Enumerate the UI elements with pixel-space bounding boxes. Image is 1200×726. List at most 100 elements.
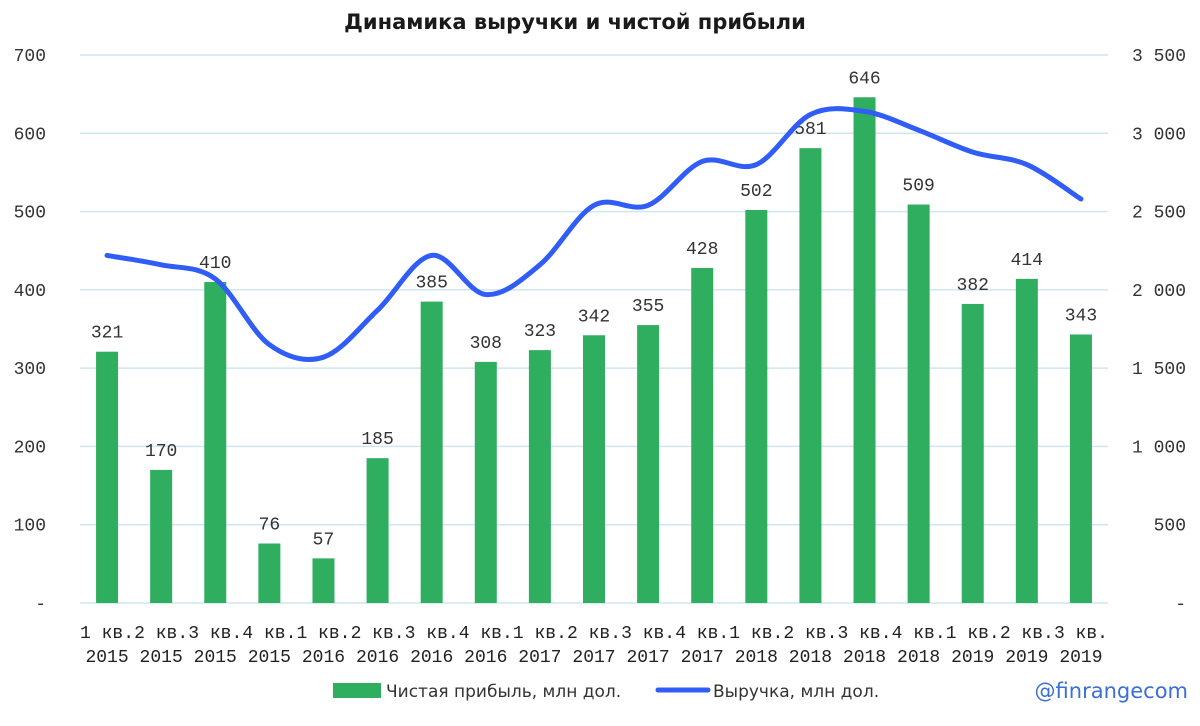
y-right-tick-label: 2 000 [1132,282,1186,302]
x-tick-label-quarter: 4 кв. [459,624,513,644]
x-tick-label-year: 2016 [464,648,507,668]
x-tick-label-year: 2017 [572,648,615,668]
y-left-tick-label: 700 [14,47,46,67]
data-label: 323 [524,322,556,342]
bar [204,282,227,603]
y-right-tick-label: 2 500 [1132,204,1186,224]
x-tick-label-year: 2015 [248,648,291,668]
x-tick-label-quarter: 3 кв. [621,624,675,644]
bar [961,303,984,603]
bar [420,301,443,603]
x-tick-label-year: 2017 [518,648,561,668]
x-tick-label-year: 2016 [356,648,399,668]
y-left-tick-label: 200 [14,438,46,458]
bar [637,325,660,603]
x-tick-label-quarter: 4 кв. [242,624,296,644]
bar [150,469,173,603]
data-label: 76 [259,516,281,536]
bar [691,267,714,603]
bar [583,335,605,603]
x-tick-label-quarter: 2 кв. [134,624,188,644]
bar [366,458,389,603]
x-tick-label-year: 2019 [1059,648,1102,668]
watermark: @finrangecom [1034,679,1188,703]
bar [745,210,768,603]
x-tick-label-quarter: 3 кв. [1054,624,1108,644]
data-label: 343 [1065,306,1097,326]
data-label: 646 [848,69,880,89]
bar [1015,278,1038,603]
x-tick-label-year: 2019 [1005,648,1048,668]
data-label: 382 [957,276,989,296]
y-right-tick-label: 1 000 [1132,438,1186,458]
x-tick-label-year: 2017 [681,648,724,668]
y-right-tick-label: 3 500 [1132,47,1186,67]
x-tick-label-year: 2018 [897,648,940,668]
data-label: 414 [1011,251,1043,271]
bar [312,558,335,603]
bar [853,97,876,603]
x-tick-label-year: 2015 [140,648,183,668]
bar [474,361,497,603]
data-label: 509 [902,177,934,197]
bar [258,543,281,603]
chart-title: Динамика выручки и чистой прибыли [344,10,806,34]
x-tick-label-quarter: 1 кв. [729,624,783,644]
x-tick-label-quarter: 4 кв. [675,624,729,644]
x-tick-label-quarter: 2 кв. [567,624,621,644]
x-tick-label-year: 2018 [789,648,832,668]
bar [96,351,119,603]
bar [799,148,822,603]
data-label: 502 [740,182,772,202]
x-tick-label-quarter: 2 кв. [351,624,405,644]
data-label: 410 [199,254,231,274]
x-tick-label-year: 2018 [735,648,778,668]
data-label: 428 [686,240,718,260]
x-tick-label-year: 2019 [951,648,994,668]
x-tick-label-quarter: 2 кв. [1000,624,1054,644]
y-left-tick-label: 400 [14,282,46,302]
y-right-tick-label: 3 000 [1132,125,1186,145]
x-tick-label-quarter: 1 кв. [946,624,1000,644]
x-tick-label-quarter: 2 кв. [783,624,837,644]
y-left-tick-label: - [35,595,46,615]
x-tick-label-year: 2016 [410,648,453,668]
data-label: 185 [361,430,393,450]
x-tick-label-year: 2018 [843,648,886,668]
legend-label-revenue: Выручка, млн дол. [713,682,879,702]
x-tick-label-year: 2017 [626,648,669,668]
x-tick-label-quarter: 1 кв. [513,624,567,644]
y-left-tick-label: 300 [14,360,46,380]
x-tick-label-quarter: 3 кв. [838,624,892,644]
x-tick-label-quarter: 1 кв. [296,624,350,644]
data-label: 170 [145,442,177,462]
bar [907,204,930,604]
x-tick-label-quarter: 1 кв. [80,624,134,644]
data-label: 342 [578,307,610,327]
y-left-tick-label: 600 [14,125,46,145]
legend-label-profit: Чистая прибыль, млн дол. [386,682,621,702]
x-tick-label-year: 2016 [302,648,345,668]
x-tick-label-year: 2015 [85,648,128,668]
y-right-tick-label: 500 [1154,517,1186,537]
x-tick-label-quarter: 4 кв. [892,624,946,644]
bar [528,350,551,603]
data-label: 321 [91,324,123,344]
data-label: 581 [794,120,826,140]
data-label: 308 [470,334,502,354]
data-label: 57 [313,530,335,550]
x-tick-label-year: 2015 [194,648,237,668]
y-left-tick-label: 100 [14,517,46,537]
x-tick-label-quarter: 3 кв. [405,624,459,644]
y-left-tick-label: 500 [14,204,46,224]
revenue-line [104,106,1084,362]
y-right-tick-label: 1 500 [1132,360,1186,380]
bar [1069,334,1092,603]
legend-swatch-profit [333,683,381,698]
data-label: 355 [632,297,664,317]
data-label: 385 [415,274,447,294]
x-tick-label-quarter: 3 кв. [188,624,242,644]
y-right-tick-label: - [1175,595,1186,615]
